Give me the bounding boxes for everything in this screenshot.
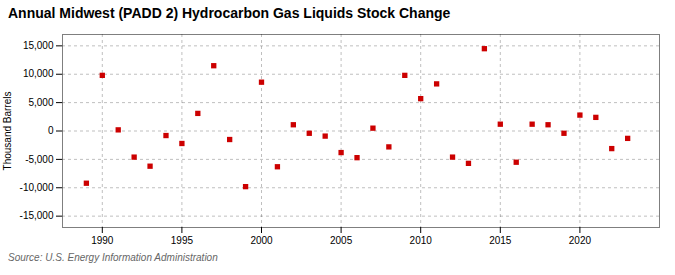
svg-text:-5,000: -5,000 [25,154,54,165]
svg-text:2010: 2010 [410,235,433,246]
svg-text:2005: 2005 [330,235,353,246]
svg-text:15,000: 15,000 [23,40,54,51]
svg-text:Thousand Barrels: Thousand Barrels [2,92,13,171]
svg-text:2015: 2015 [489,235,512,246]
svg-text:0: 0 [48,125,54,136]
html-text:Source: U.S. Energy Informatio: Source: U.S. Energy Information Administ… [8,252,218,263]
svg-text:2020: 2020 [569,235,592,246]
svg-text:2000: 2000 [250,235,273,246]
html-text:Annual Midwest (PADD 2) Hydroc: Annual Midwest (PADD 2) Hydrocarbon Gas … [8,5,451,21]
svg-text:1990: 1990 [91,235,114,246]
svg-text:1995: 1995 [171,235,194,246]
svg-text:10,000: 10,000 [23,68,54,79]
svg-text:-10,000: -10,000 [20,182,54,193]
svg-text:5,000: 5,000 [28,97,53,108]
svg-text:-15,000: -15,000 [20,210,54,221]
